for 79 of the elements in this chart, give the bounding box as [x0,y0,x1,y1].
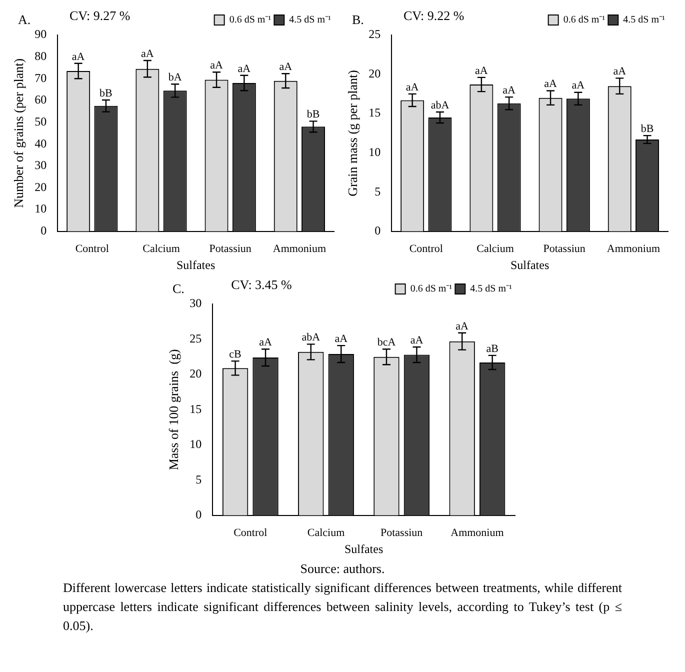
x-tick-label: Potassiun [543,242,586,255]
text: Different lowercase letters indicate statistically significant differences between treatments, while different uppercase letters indicate significant differences between salinity levels, according to Tukey’s test (p ≤ 0.05). [63,579,622,635]
legend-label: 0.6 dS m⁻¹ [410,284,452,295]
data-label: aA [258,336,272,348]
x-tick-label: Potassiun [380,526,423,539]
legend-label: 0.6 dS m⁻¹ [229,14,272,26]
x-tick-label: Control [409,242,443,255]
y-tick-label: 10 [34,202,47,216]
source-note: Source: authors. [299,560,386,578]
y-tick-label: 5 [195,472,202,486]
chart-subtitle: CV: 3.45 % [231,277,292,292]
legend-label: 4.5 dS m⁻¹ [470,284,512,295]
data-label: aA [72,50,85,63]
x-tick-label: Ammonium [450,526,504,539]
chart-subtitle: CV: 9.27 % [69,8,130,23]
legend-label: 0.6 dS m⁻¹ [563,14,606,26]
data-label: aA [238,62,251,75]
chart-title: C. [172,281,184,297]
y-tick-label: 0 [374,224,381,238]
data-label: aA [210,59,223,72]
x-tick-label: Control [233,526,267,539]
x-axis-title: Sulfates [344,542,383,556]
x-tick-label: Ammonium [272,242,326,255]
y-axis-title: Mass of 100 grains (g) [166,349,181,470]
data-label: aA [572,80,585,92]
data-label: bA [168,71,182,84]
y-tick-label: 20 [34,180,47,194]
y-tick-label: 15 [189,402,202,416]
y-tick-label: 10 [189,437,202,452]
y-tick-label: 20 [189,366,202,381]
chart-subtitle: CV: 9.22 % [403,8,464,23]
legend-label: 4.5 dS m⁻¹ [289,14,332,26]
data-label: aA [613,66,626,78]
data-label: cB [228,348,241,360]
y-axis-title: Grain mass (g per plant) [345,70,360,196]
data-label: aB [486,342,498,355]
x-tick-label: Calcium [142,242,180,255]
data-label: bcA [376,336,396,348]
y-tick-label: 20 [368,66,381,80]
data-label: aA [334,332,348,345]
x-tick-label: Ammonium [606,242,660,255]
x-axis-title: Sulfates [510,258,550,272]
data-label: aA [279,61,292,74]
y-tick-label: 30 [189,296,202,310]
y-tick-label: 25 [189,331,202,346]
y-tick-label: 10 [368,144,381,159]
y-tick-label: 50 [34,114,47,128]
data-label: aA [455,320,468,332]
data-label: bB [100,87,112,100]
y-tick-label: 25 [368,27,381,42]
x-tick-label: Calcium [476,242,514,255]
y-tick-label: 5 [374,184,381,198]
data-label: aA [141,48,154,60]
y-tick-label: 70 [34,70,47,85]
x-tick-label: Potassiun [209,242,252,255]
data-label: abA [430,99,450,112]
chart-title: A. [18,12,31,28]
data-label: aA [544,78,557,90]
data-label: aA [475,64,488,77]
x-tick-label: Calcium [306,526,345,539]
legend-label: 4.5 dS m⁻¹ [623,14,666,26]
chart-title: B. [352,12,364,28]
y-axis-title: Number of grains (per plant) [11,58,26,208]
y-tick-label: 80 [34,48,47,63]
x-tick-label: Control [75,242,109,255]
data-label: aA [410,334,423,346]
y-tick-label: 15 [368,106,381,120]
y-tick-label: 60 [34,92,47,107]
data-label: aA [502,84,516,96]
y-tick-label: 30 [34,158,47,172]
y-tick-label: 40 [34,136,47,150]
y-tick-label: 90 [34,27,47,42]
x-axis-title: Sulfates [176,258,216,272]
data-label: bB [640,122,654,135]
y-tick-label: 0 [40,224,47,238]
data-label: abA [301,332,320,344]
y-tick-label: 0 [195,508,202,522]
data-label: aA [406,81,419,94]
data-label: bB [306,108,320,121]
